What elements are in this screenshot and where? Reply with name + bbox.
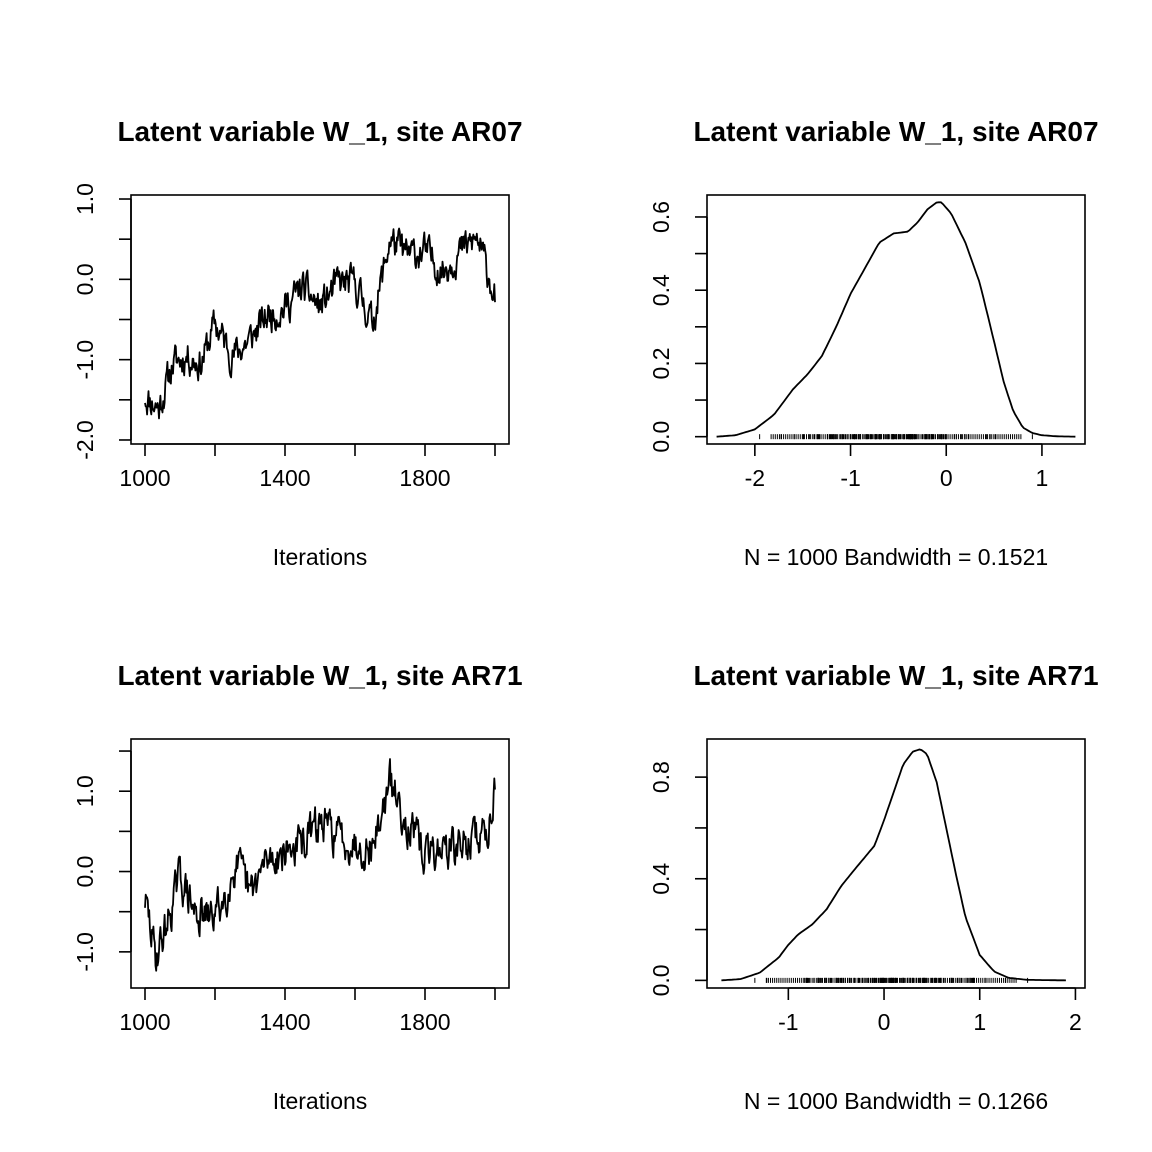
chart-panel-3: Latent variable W_1, site AR71 1000 1400 18… xyxy=(72,660,523,1114)
chart-title: Latent variable W_1, site AR71 xyxy=(117,660,522,691)
x-axis: -1 0 1 2 xyxy=(778,987,1082,1035)
x-tick-label: 1800 xyxy=(399,465,450,491)
x-tick-label: 1800 xyxy=(399,1009,450,1035)
y-axis: -2.0 -1.0 0.0 1.0 xyxy=(72,183,132,460)
x-tick-label: 1400 xyxy=(259,465,310,491)
rug xyxy=(759,434,1033,440)
y-tick-label: 0.2 xyxy=(648,347,674,379)
y-axis: 0.0 0.2 0.4 0.6 xyxy=(648,201,708,453)
x-axis-label: Iterations xyxy=(273,1088,368,1114)
y-tick-label: 0.4 xyxy=(648,863,674,895)
y-tick-label: -1.0 xyxy=(72,932,98,972)
x-tick-label: -1 xyxy=(778,1009,798,1035)
x-tick-label: -2 xyxy=(745,465,765,491)
chart-title: Latent variable W_1, site AR71 xyxy=(693,660,1098,691)
chart-title: Latent variable W_1, site AR07 xyxy=(117,116,522,147)
y-tick-label: -2.0 xyxy=(72,420,98,460)
x-axis-label: N = 1000 Bandwidth = 0.1521 xyxy=(744,544,1048,570)
x-tick-label: 1000 xyxy=(119,465,170,491)
y-tick-label: 0.0 xyxy=(72,856,98,888)
y-tick-label: 0.0 xyxy=(648,964,674,996)
chart-panel-2: Latent variable W_1, site AR07 -2 -1 0 1 N = … xyxy=(648,116,1099,570)
chart-panel-4: Latent variable W_1, site AR71 -1 0 1 2 N = 1… xyxy=(648,660,1099,1114)
x-tick-label: 2 xyxy=(1069,1009,1082,1035)
trace-line xyxy=(144,227,496,420)
y-tick-label: 1.0 xyxy=(72,183,98,215)
x-axis-label: N = 1000 Bandwidth = 0.1266 xyxy=(744,1088,1048,1114)
y-axis: -1.0 0.0 1.0 xyxy=(72,750,132,972)
y-tick-label: 0.8 xyxy=(648,761,674,793)
x-axis: 1000 1400 1800 xyxy=(119,443,496,491)
density-curve xyxy=(716,201,1076,438)
x-tick-label: 0 xyxy=(878,1009,891,1035)
x-axis: -2 -1 0 1 xyxy=(745,443,1049,491)
plot-frame xyxy=(706,738,1086,989)
y-tick-label: 1.0 xyxy=(72,775,98,807)
y-axis: 0.0 0.4 0.8 xyxy=(648,761,708,996)
x-tick-label: 1 xyxy=(973,1009,986,1035)
y-tick-label: 0.0 xyxy=(648,421,674,453)
density-curve xyxy=(721,748,1066,982)
x-tick-label: 0 xyxy=(940,465,953,491)
x-tick-label: -1 xyxy=(840,465,860,491)
x-tick-label: 1000 xyxy=(119,1009,170,1035)
plot-frame xyxy=(130,738,510,989)
y-tick-label: 0.6 xyxy=(648,201,674,233)
plot-frame xyxy=(130,194,510,445)
x-tick-label: 1 xyxy=(1036,465,1049,491)
chart-panel-1: Latent variable W_1, site AR07 1000 1400 18… xyxy=(72,116,523,570)
y-tick-label: 0.4 xyxy=(648,274,674,306)
x-axis-label: Iterations xyxy=(273,544,368,570)
y-tick-label: 0.0 xyxy=(72,263,98,295)
x-tick-label: 1400 xyxy=(259,1009,310,1035)
trace-line xyxy=(144,758,496,972)
rug xyxy=(754,977,1029,983)
x-axis: 1000 1400 1800 xyxy=(119,987,496,1035)
y-tick-label: -1.0 xyxy=(72,340,98,380)
chart-title: Latent variable W_1, site AR07 xyxy=(693,116,1098,147)
